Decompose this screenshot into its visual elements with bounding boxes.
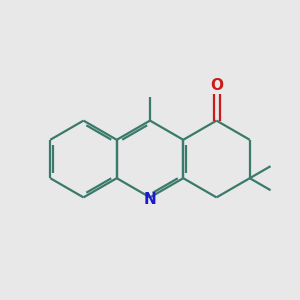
- Text: O: O: [210, 78, 223, 93]
- Text: N: N: [144, 192, 156, 207]
